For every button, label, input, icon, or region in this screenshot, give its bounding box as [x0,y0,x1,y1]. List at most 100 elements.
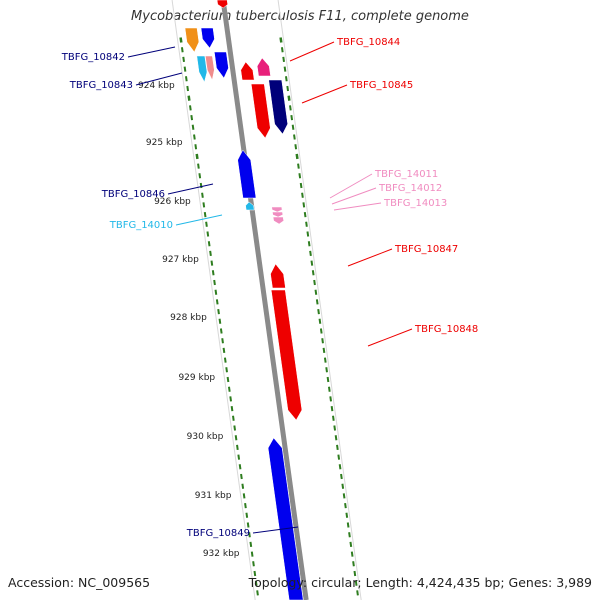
label-tbfg-10844: TBFG_10844 [336,37,400,48]
ruler-tick-left [233,425,237,431]
gene-orange-top [184,27,200,53]
ruler-tick-right [286,85,290,92]
label-tbfg-10845-leader [301,84,348,104]
ruler-tick-left [187,95,191,101]
ruler-tick-right [299,182,303,189]
ruler-tick-right [342,493,346,499]
ruler-tick-left [184,76,188,82]
label-tbfg-10843-leader [135,72,183,86]
label-tbfg-10843: TBFG_10843 [69,80,133,91]
ruler-tick-right [327,386,331,392]
ruler-tick-right [284,76,288,82]
label-tbfg-10842-leader [127,46,176,58]
label-tbfg-14010-leader [175,214,223,226]
ruler-tick-right [336,444,339,451]
gene-pink-14012 [272,211,284,218]
ruler-tick-right [326,376,330,383]
ruler-tick-left [182,56,185,63]
gene-pink-14013 [272,216,284,225]
ruler-tick-left [240,473,243,480]
label-tbfg-10847-leader [347,248,393,267]
ruler-tick-left [254,580,258,586]
gene-salmon-10843 [205,55,215,81]
label-tbfg-10845: TBFG_10845 [349,80,413,91]
ruler-tick-left [238,464,242,470]
gene-magenta-10844 [256,57,271,77]
label-tbfg-10848: TBFG_10848 [414,324,478,335]
ruler-tick-left [209,250,212,257]
ruler-tick-right [344,502,347,509]
ruler-tick-right [291,124,295,130]
ruler-tick-left [211,270,215,276]
ruler-tick-left [206,231,210,237]
ruler-tick-right [325,367,328,373]
ruler-tick-left [195,153,199,160]
ruler-tick-right [317,308,320,315]
label-tbfg-10846: TBFG_10846 [101,189,165,200]
ruler-tick-right [348,532,351,538]
ruler-tick-left [215,299,219,305]
gene-red-10847 [270,263,286,289]
ruler-tick-left [246,522,250,528]
gene-cyan-10843 [196,55,208,83]
ruler-label-926-kbp: 926 kbp [154,197,191,207]
label-tbfg-14013: TBFG_14013 [383,198,447,209]
gene-red-10848 [270,289,303,421]
ruler-tick-left [179,37,183,43]
ruler-tick-right [321,338,324,344]
ruler-tick-right [354,580,358,586]
ruler-tick-right [280,47,284,53]
map-title: Mycobacterium tuberculosis F11, complete… [131,9,469,24]
gene-pink-14011 [271,206,283,213]
accession-text: Accession: NC_009565 [8,575,151,590]
ruler-tick-left [191,124,195,130]
ruler-tick-left [221,338,224,344]
label-tbfg-10844-leader [289,41,335,62]
ruler-tick-right [295,153,299,160]
ruler-label-925-kbp: 925 kbp [146,138,183,148]
ruler-tick-left [232,415,235,421]
ruler-tick-right [306,231,310,237]
ruler-tick-left [245,512,249,518]
ruler-tick-left [241,483,245,489]
ruler-tick-left [234,435,238,441]
ruler-tick-right [315,299,319,305]
ruler-label-924-kbp: 924 kbp [138,81,175,91]
ruler-tick-right [346,522,350,528]
ruler-tick-left [230,405,234,412]
ruler-tick-right [322,347,326,354]
ruler-tick-right [353,570,357,577]
ruler-tick-right [311,270,315,276]
ruler-tick-right [294,144,298,150]
ruler-tick-right [309,250,312,257]
label-tbfg-14011-leader [329,173,373,199]
ruler-tick-right [279,37,283,43]
ruler-tick-right [297,163,300,169]
ruler-tick-left [219,328,223,334]
chromosome-backbone [220,0,309,600]
ruler-label-927-kbp: 927 kbp [162,255,199,265]
ruler-tick-left [198,173,202,179]
ruler-tick-right [314,289,318,295]
ruler-tick-left [214,289,218,295]
gene-cyan-14010 [245,201,255,211]
ruler-tick-left [237,454,241,460]
ruler-tick-left [229,396,233,402]
ruler-tick-right [334,435,338,441]
ruler-tick-left [222,347,226,354]
ruler-tick-right [290,114,294,121]
ruler-tick-left [207,241,211,247]
track-border-left [171,0,256,600]
label-tbfg-10848-leader [367,328,413,347]
ruler-label-928-kbp: 928 kbp [170,313,207,323]
ruler-tick-left [253,570,257,577]
ruler-tick-right [318,318,322,324]
ruler-tick-left [199,182,203,189]
label-tbfg-10842: TBFG_10842 [61,52,125,63]
gene-blue-10843 [214,51,229,79]
gene-red-10845 [250,83,271,139]
ruler-tick-right [310,260,314,266]
ruler-tick-right [289,105,292,111]
ruler-tick-right [356,590,359,596]
